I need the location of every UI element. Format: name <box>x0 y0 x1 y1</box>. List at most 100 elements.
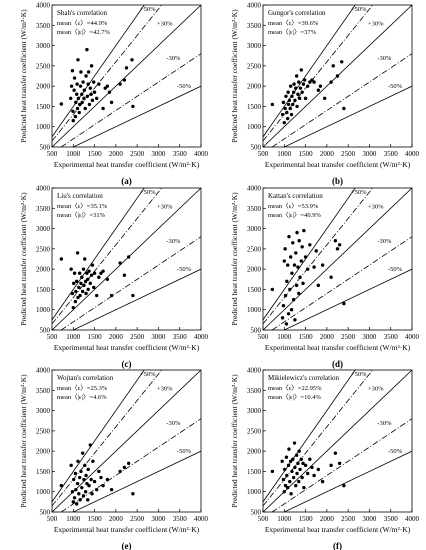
chart-panel-6: 500 1000 1500 2000 2500 3000 3500 4000 500 1000 15… <box>230 367 420 550</box>
y-tick-label: 500 <box>251 327 262 335</box>
mean-abs-error: mean〈|ε|〉=42.7% <box>57 28 110 36</box>
panel-caption: (a) <box>121 176 132 186</box>
plot-frame <box>262 4 413 148</box>
data-point <box>95 96 99 101</box>
mean-error: mean〈ε〉=53.9% <box>268 202 319 210</box>
data-point <box>71 305 75 310</box>
data-point <box>71 500 75 504</box>
data-point <box>295 230 299 235</box>
correlation-name: Shah's correlation <box>57 9 108 17</box>
x-tick-label: 2500 <box>130 333 145 341</box>
y-tick-label: 4000 <box>247 367 262 375</box>
data-point <box>99 475 103 480</box>
ref-line-plus50 <box>263 5 356 138</box>
y-tick-label: 500 <box>251 144 262 152</box>
data-point <box>292 82 296 86</box>
y-tick-label: 3000 <box>247 225 262 233</box>
data-points <box>59 47 135 123</box>
data-point <box>291 475 296 480</box>
y-tick-label: 3500 <box>36 22 51 30</box>
y-tick-label: 1000 <box>36 306 51 314</box>
data-point <box>342 483 346 488</box>
data-point <box>72 271 77 275</box>
data-point <box>69 267 73 271</box>
data-point <box>312 473 316 478</box>
data-points <box>270 60 346 125</box>
data-point <box>76 58 80 62</box>
data-point <box>316 88 321 92</box>
data-point <box>77 475 82 480</box>
data-point <box>90 492 94 496</box>
panel-caption: (d) <box>332 359 343 369</box>
band-label: +50% <box>140 189 156 196</box>
x-tick-label: 2000 <box>320 333 335 341</box>
mean-abs-error: mean〈|ε|〉=40.9% <box>268 211 321 219</box>
plot-frame <box>51 187 202 331</box>
x-tick-label: 500 <box>258 150 269 158</box>
data-point <box>131 492 135 496</box>
data-point <box>71 118 75 123</box>
x-tick-label: 1000 <box>277 150 292 158</box>
data-point <box>99 271 103 275</box>
data-point <box>73 299 78 304</box>
data-point <box>80 289 85 294</box>
x-tick-label: 500 <box>258 515 269 523</box>
ref-line-minus50 <box>283 268 412 330</box>
band-label: +30% <box>368 385 384 392</box>
data-point <box>303 78 307 82</box>
data-point <box>293 465 297 470</box>
y-axis-label: Predicted heat transfer coefficient (W/m… <box>230 192 239 326</box>
y-tick-label: 3000 <box>247 42 262 50</box>
data-point <box>87 102 92 107</box>
y-tick-label: 3500 <box>247 22 262 30</box>
data-point <box>323 96 327 101</box>
data-point <box>86 467 90 472</box>
data-point <box>97 82 101 86</box>
data-point <box>74 487 78 492</box>
band-label: -50% <box>388 448 403 455</box>
ref-line-minus30 <box>60 53 201 147</box>
data-point <box>76 459 80 463</box>
band-label: +30% <box>368 20 384 27</box>
data-point <box>285 279 289 284</box>
data-point <box>286 463 291 468</box>
data-point <box>297 239 301 243</box>
data-point <box>69 463 73 468</box>
reference-lines <box>263 188 412 330</box>
x-tick-label: 2500 <box>341 515 356 523</box>
data-point <box>103 86 107 90</box>
x-axis-label: Experimental heat transfer coefficient (… <box>54 525 200 534</box>
data-point <box>331 64 335 68</box>
band-label: -30% <box>166 238 181 245</box>
ref-line-plus30 <box>52 5 163 142</box>
y-tick-label: 2500 <box>247 62 262 70</box>
x-tick-label: 3500 <box>173 333 188 341</box>
data-point <box>97 469 101 474</box>
data-point <box>318 84 323 88</box>
data-point <box>296 92 300 96</box>
data-point <box>101 269 105 273</box>
data-point <box>77 271 82 275</box>
data-point <box>79 70 83 74</box>
data-point <box>291 457 295 461</box>
data-point <box>270 102 275 107</box>
mean-error: mean〈ε〉=35.1% <box>57 202 108 210</box>
data-point <box>320 479 325 484</box>
x-tick-label: 2000 <box>109 333 124 341</box>
x-tick-label: 3500 <box>173 515 188 523</box>
x-tick-label: 1500 <box>88 515 103 523</box>
ref-line-plus30 <box>263 5 374 142</box>
data-point <box>283 106 287 111</box>
data-point <box>300 90 304 94</box>
data-point <box>86 498 90 502</box>
data-point <box>76 295 80 300</box>
mean-error: mean〈ε〉=22.95% <box>268 384 322 392</box>
chart-panel-1: 500 1000 1500 2000 2500 3000 3500 4000 500 1000 15… <box>19 2 209 187</box>
data-point <box>284 455 289 459</box>
data-point <box>75 251 80 255</box>
x-tick-label: 3500 <box>384 150 399 158</box>
data-point <box>75 106 80 111</box>
x-axis-label: Experimental heat transfer coefficient (… <box>54 343 200 352</box>
data-point <box>306 471 310 476</box>
data-point <box>72 76 77 80</box>
